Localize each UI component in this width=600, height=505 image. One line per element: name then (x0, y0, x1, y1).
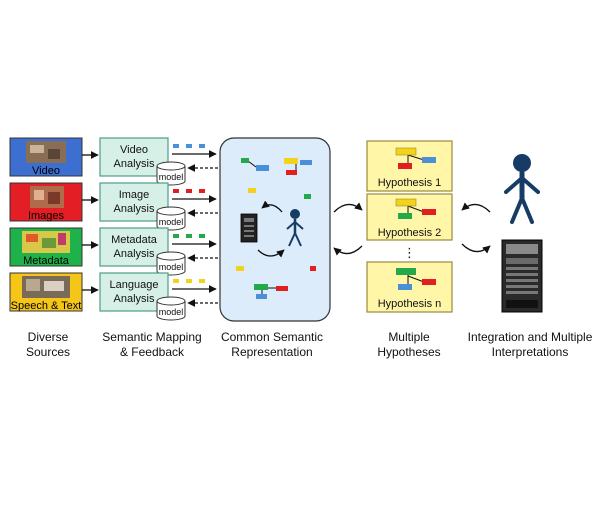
graph-fragment (241, 158, 269, 171)
caption-line1: Integration and Multiple (468, 330, 593, 344)
graph-fragment (284, 158, 312, 175)
caption-line2: Representation (231, 345, 312, 359)
analysis-line1: Language (110, 279, 159, 291)
caption-line1: Diverse (28, 330, 69, 344)
source-images: Images (9, 182, 83, 222)
caption-line2: Hypotheses (377, 345, 440, 359)
analysis-line1: Video (120, 144, 148, 156)
model-label: model (159, 172, 184, 182)
model-label: model (159, 217, 184, 227)
mapping-feedback (172, 144, 218, 307)
model-cylinder: model (156, 251, 186, 276)
model-cylinder: model (156, 161, 186, 186)
model-label: model (159, 307, 184, 317)
server-icon (240, 213, 258, 243)
analysis-language: Language Analysis model (99, 272, 186, 321)
source-label: Video (32, 165, 60, 177)
node (248, 188, 256, 193)
graph-fragment (254, 284, 288, 299)
caption-line1: Common Semantic (221, 330, 323, 344)
source-label: Speech & Text (11, 300, 82, 312)
analysis-image: Image Analysis model (99, 182, 186, 231)
model-cylinder: model (156, 296, 186, 321)
analysis-line2: Analysis (114, 293, 155, 305)
node (304, 194, 311, 199)
common-semantic-representation (219, 137, 331, 322)
csr-hypotheses-arrows (333, 202, 363, 256)
hypothesis-n: Hypothesis n (366, 261, 453, 313)
analysis-line2: Analysis (114, 203, 155, 215)
node (310, 266, 316, 271)
hypothesis-1: Hypothesis 1 (366, 140, 453, 192)
analysis-line1: Metadata (111, 234, 158, 246)
hypothesis-ellipsis: ⋮ (403, 245, 416, 260)
caption-line2: & Feedback (120, 345, 185, 359)
source-arrows (82, 151, 99, 294)
caption-line2: Sources (26, 345, 70, 359)
source-label: Metadata (23, 255, 70, 267)
hypotheses-integration-arrows (461, 202, 491, 254)
person-icon (504, 154, 540, 224)
analysis-video: Video Analysis model (99, 137, 186, 186)
caption-line1: Multiple (388, 330, 430, 344)
source-video: Video (9, 137, 83, 177)
source-speech-text: Speech & Text (9, 272, 83, 312)
analysis-line2: Analysis (114, 158, 155, 170)
analysis-line1: Image (119, 189, 150, 201)
node (236, 266, 244, 271)
caption-line1: Semantic Mapping (102, 330, 201, 344)
caption-line2: Interpretations (492, 345, 569, 359)
hypothesis-label: Hypothesis n (378, 298, 442, 310)
hypothesis-2: Hypothesis 2 (366, 193, 453, 241)
server-icon (501, 239, 543, 313)
analysis-metadata: Metadata Analysis model (99, 227, 186, 276)
model-cylinder: model (156, 206, 186, 231)
captions: Diverse Sources Semantic Mapping & Feedb… (26, 330, 593, 359)
person-icon (286, 209, 304, 247)
model-label: model (159, 262, 184, 272)
source-metadata: Metadata (9, 227, 83, 267)
source-label: Images (28, 210, 65, 222)
hypothesis-label: Hypothesis 2 (378, 227, 442, 239)
hypothesis-label: Hypothesis 1 (378, 177, 442, 189)
analysis-line2: Analysis (114, 248, 155, 260)
